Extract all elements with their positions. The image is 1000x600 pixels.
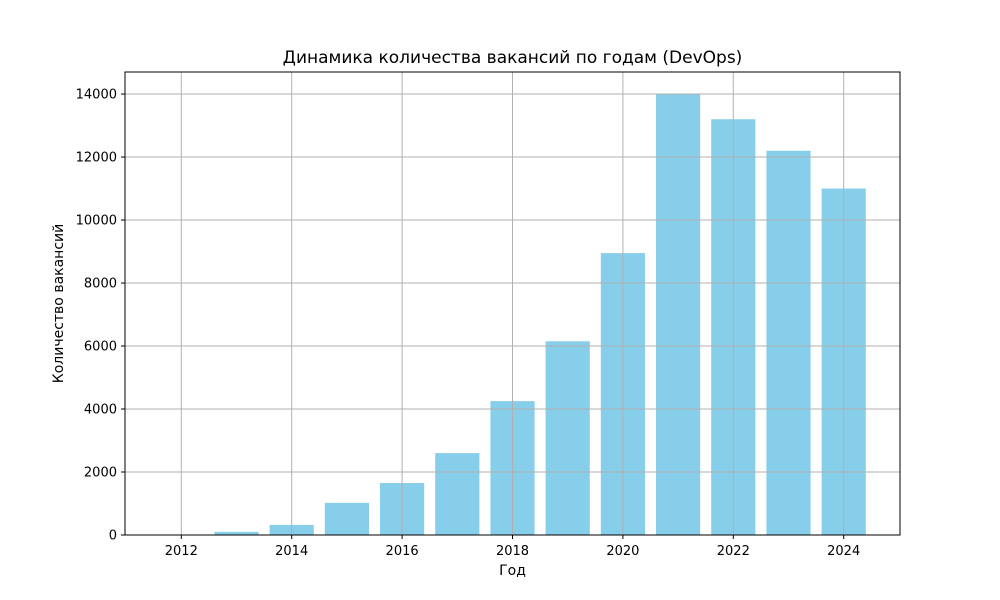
- x-tick-label: 2018: [496, 544, 529, 559]
- y-tick-label: 12000: [76, 151, 117, 166]
- bars: [125, 72, 900, 536]
- x-tick-label: 2016: [386, 544, 419, 559]
- bar-2015: [324, 502, 369, 535]
- x-tick-label: 2012: [165, 544, 198, 559]
- y-tick-label: 2000: [84, 466, 117, 481]
- x-tick-label: 2014: [275, 544, 308, 559]
- y-tick-label: 6000: [84, 340, 117, 355]
- y-tick-label: 0: [109, 529, 117, 544]
- bar-2017: [435, 453, 480, 535]
- bar-2021: [656, 94, 701, 536]
- y-tick-label: 8000: [84, 277, 117, 292]
- bar-2013: [214, 531, 259, 535]
- x-tick-label: 2022: [717, 544, 750, 559]
- y-axis-label: Количество вакансий: [51, 224, 67, 383]
- bar-2019: [545, 341, 590, 535]
- y-tick-label: 4000: [84, 403, 117, 418]
- x-tick-label: 2024: [827, 544, 860, 559]
- y-tick-label: 10000: [76, 214, 117, 229]
- x-axis-label: Год: [499, 563, 526, 579]
- x-tick-label: 2020: [606, 544, 639, 559]
- ticks: 2012 2014 2016 2018 2020 2022 2024 0 2000 4000 600…: [76, 88, 861, 559]
- y-tick-label: 14000: [76, 88, 117, 103]
- chart-title: Динамика количества вакансий по годам (D…: [283, 48, 743, 68]
- bar-2023: [766, 150, 811, 535]
